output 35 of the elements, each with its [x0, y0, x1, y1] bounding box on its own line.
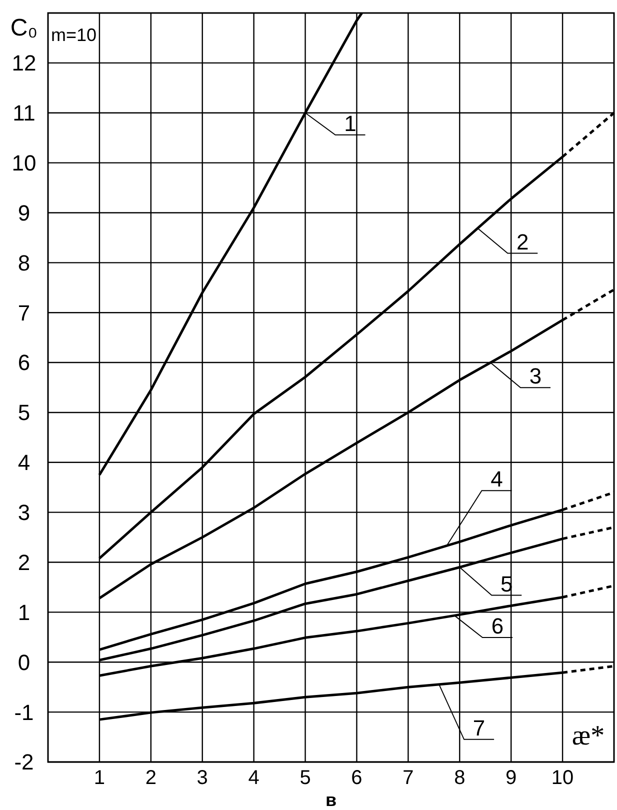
annotation: m=10 — [51, 25, 97, 45]
x-tick-label: 9 — [506, 767, 517, 789]
y-tick-label: 1 — [18, 600, 30, 625]
y-tick-label: -2 — [14, 750, 34, 775]
x-tick-label: 10 — [551, 767, 574, 789]
x-tick-label: 6 — [351, 767, 362, 789]
y-tick-label: 8 — [18, 250, 30, 276]
legend-label: 6 — [491, 614, 504, 639]
x-axis-title: æ* — [572, 720, 605, 752]
y-tick-label: 12 — [12, 50, 36, 76]
series-label: 7 — [472, 715, 486, 740]
x-tick-label: 8 — [454, 767, 466, 789]
x-tick-label: 1 — [94, 767, 106, 789]
x-tick-label: 7 — [402, 767, 414, 789]
x-tick-label: 5 — [300, 767, 311, 789]
y-tick-label: 4 — [18, 450, 30, 476]
y-tick-label: -1 — [14, 700, 34, 725]
x-tick-label: 2 — [145, 767, 156, 789]
y-axis-title: C₀ — [10, 14, 38, 42]
y-tick-label: 10 — [12, 150, 36, 176]
x-tick-label: 4 — [248, 767, 260, 789]
series-label: 3 — [529, 364, 542, 389]
x-tick-label: 3 — [196, 767, 208, 789]
y-tick-label: 6 — [18, 350, 30, 376]
y-tick-label: 2 — [18, 550, 30, 575]
y-tick-label: 11 — [12, 100, 36, 126]
y-tick-label: 3 — [18, 500, 30, 526]
series-label: 1 — [344, 110, 356, 136]
text: в — [325, 790, 337, 810]
y-tick-label: 0 — [18, 650, 30, 675]
y-tick-label: 7 — [18, 300, 30, 326]
series-label: 4 — [490, 466, 503, 492]
series-label: 2 — [516, 229, 529, 254]
y-tick-label: 9 — [18, 200, 30, 226]
y-tick-label: 5 — [18, 400, 30, 426]
